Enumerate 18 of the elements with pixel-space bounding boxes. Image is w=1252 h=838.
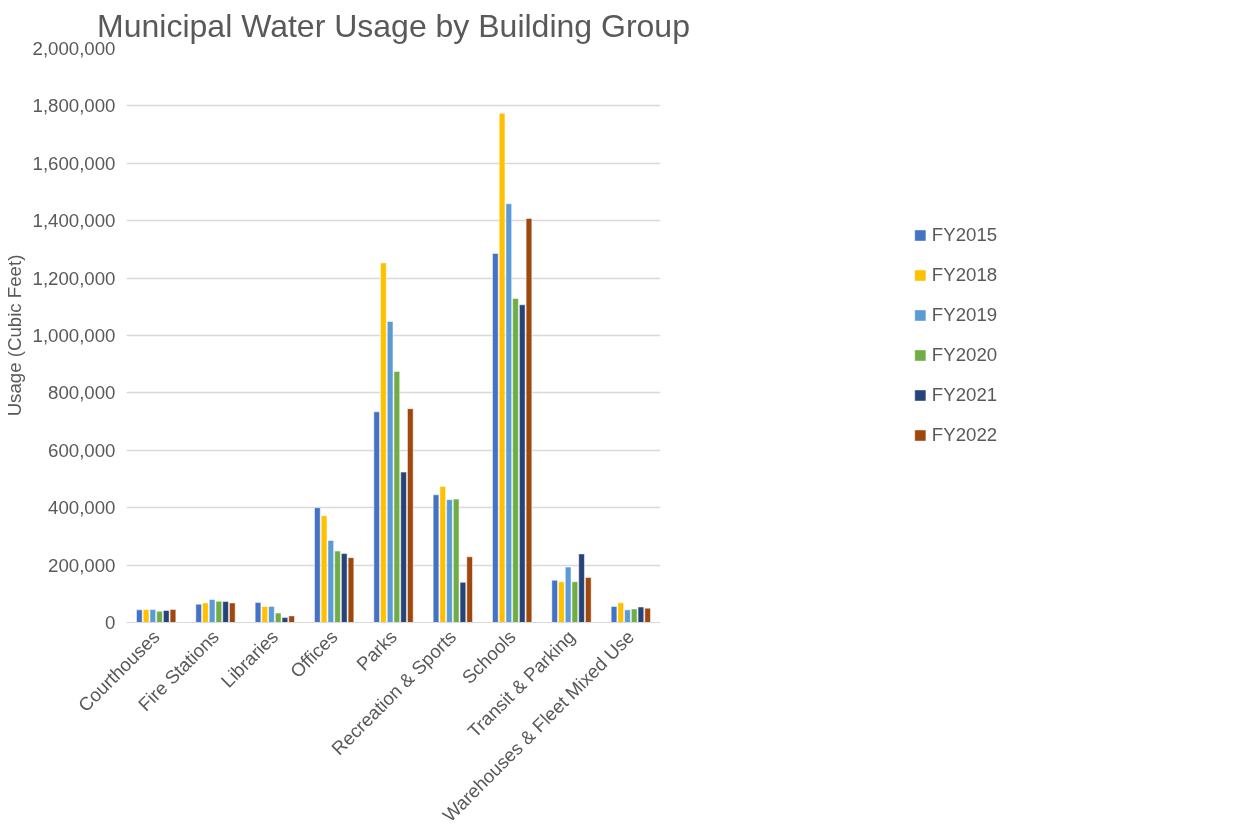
legend-label: FY2015 xyxy=(931,224,998,246)
y-tick-label: 2,000,000 xyxy=(32,38,116,59)
y-tick-label: 1,000,000 xyxy=(32,325,116,346)
y-tick-label: 400,000 xyxy=(48,497,116,519)
y-tick-label: 200,000 xyxy=(48,554,116,576)
y-tick-label: 1,400,000 xyxy=(32,210,116,232)
legend-label: FY2020 xyxy=(931,344,998,366)
y-tick-label: 600,000 xyxy=(48,439,116,461)
legend-label: FY2022 xyxy=(931,424,998,446)
y-tick-label: 0 xyxy=(105,612,116,633)
y-axis-title: Usage (Cubic Feet) xyxy=(3,254,25,417)
y-tick-label: 800,000 xyxy=(48,382,116,404)
y-tick-label: 1,600,000 xyxy=(32,152,116,174)
legend-label: FY2018 xyxy=(931,264,998,286)
legend-label: FY2021 xyxy=(931,384,998,406)
legend-label: FY2019 xyxy=(931,304,998,326)
y-tick-label: 1,800,000 xyxy=(32,95,116,117)
y-tick-label: 1,200,000 xyxy=(32,267,116,289)
